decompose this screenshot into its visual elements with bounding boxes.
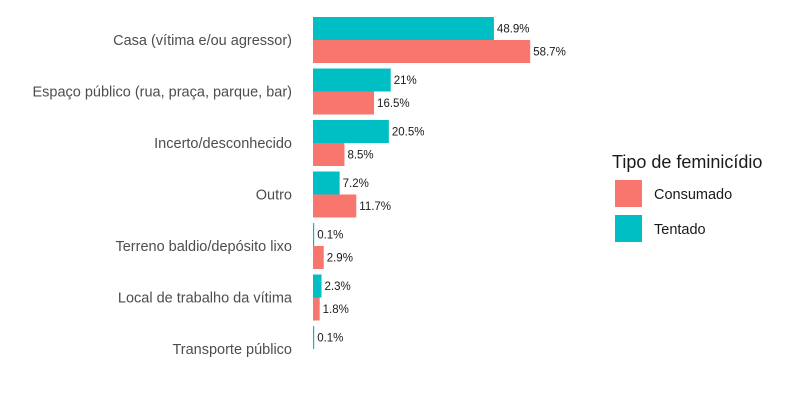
data-label-consumado-local-de-trabalho-da-vitima: 1.8% [323, 304, 349, 316]
bar-tentado-terreno-baldio-deposito-lixo [313, 223, 315, 246]
data-label-consumado-espaco-publico-rua-praca-parque-bar: 16.5% [377, 98, 410, 110]
data-labels: 48.9%58.7% 21% 16.5% 20.5% 8.5% 7.2% 11.7% 0.1%… [317, 24, 566, 345]
category-label-transporte-publico: Transporte público [172, 342, 292, 358]
bar-tentado-incerto-desconhecido [313, 120, 389, 143]
legend-items: Consumado Tentado [615, 180, 732, 242]
category-label-local-de-trabalho-da-vitima: Local de trabalho da vítima [118, 291, 293, 307]
bar-consumado-local-de-trabalho-da-vitima [313, 297, 320, 321]
category-label-espaco-publico-rua-praca-parque-bar: Espaço público (rua, praça, parque, bar) [32, 85, 292, 101]
bars [313, 17, 531, 349]
category-labels: Casa (vítima e/ou agressor) Espaço públic… [32, 33, 292, 358]
bar-consumado-outro [313, 194, 357, 218]
category-label-terreno-baldio-deposito-lixo: Terreno baldio/depósito lixo [115, 239, 292, 255]
bar-consumado-incerto-desconhecido [313, 143, 345, 166]
bar-consumado-terreno-baldio-deposito-lixo [313, 246, 324, 269]
data-label-consumado-terreno-baldio-deposito-lixo: 2.9% [327, 253, 353, 265]
bar-consumado-espaco-publico-rua-praca-parque-bar [313, 91, 375, 115]
legend-title: Tipo de feminicídio [612, 152, 762, 172]
data-label-tentado-local-de-trabalho-da-vitima: 2.3% [325, 281, 351, 293]
category-label-casa-vitima-e-ou-agressor: Casa (vítima e/ou agressor) [113, 33, 292, 49]
bar-tentado-casa-vitima-e-ou-agressor [313, 17, 494, 40]
data-label-tentado-terreno-baldio-deposito-lixo: 0.1% [317, 230, 343, 242]
category-label-incerto-desconhecido: Incerto/desconhecido [154, 136, 292, 152]
data-label-tentado-casa-vitima-e-ou-agressor: 48.9% [497, 24, 530, 36]
data-label-tentado-incerto-desconhecido: 20.5% [392, 127, 425, 139]
data-label-tentado-outro: 7.2% [343, 178, 369, 190]
data-label-tentado-espaco-publico-rua-praca-parque-bar: 21% [394, 75, 417, 87]
legend-label-consumado: Consumado [654, 187, 732, 203]
bar-tentado-local-de-trabalho-da-vitima [313, 274, 322, 298]
bar-tentado-espaco-publico-rua-praca-parque-bar [313, 68, 391, 92]
data-label-consumado-outro: 11.7% [359, 201, 391, 213]
data-label-consumado-casa-vitima-e-ou-agressor: 58.7% [533, 47, 566, 59]
legend: Tipo de feminicídio Consumado Tentado [612, 152, 762, 242]
legend-label-tentado: Tentado [654, 222, 706, 238]
data-label-tentado-transporte-publico: 0.1% [317, 333, 343, 345]
legend-swatch-consumado [615, 180, 642, 207]
bar-tentado-transporte-publico [313, 326, 315, 349]
data-label-consumado-incerto-desconhecido: 8.5% [347, 150, 373, 162]
legend-swatch-tentado [615, 215, 642, 242]
bar-tentado-outro [313, 171, 340, 195]
category-label-outro: Outro [256, 188, 292, 204]
bar-consumado-casa-vitima-e-ou-agressor [313, 40, 531, 63]
